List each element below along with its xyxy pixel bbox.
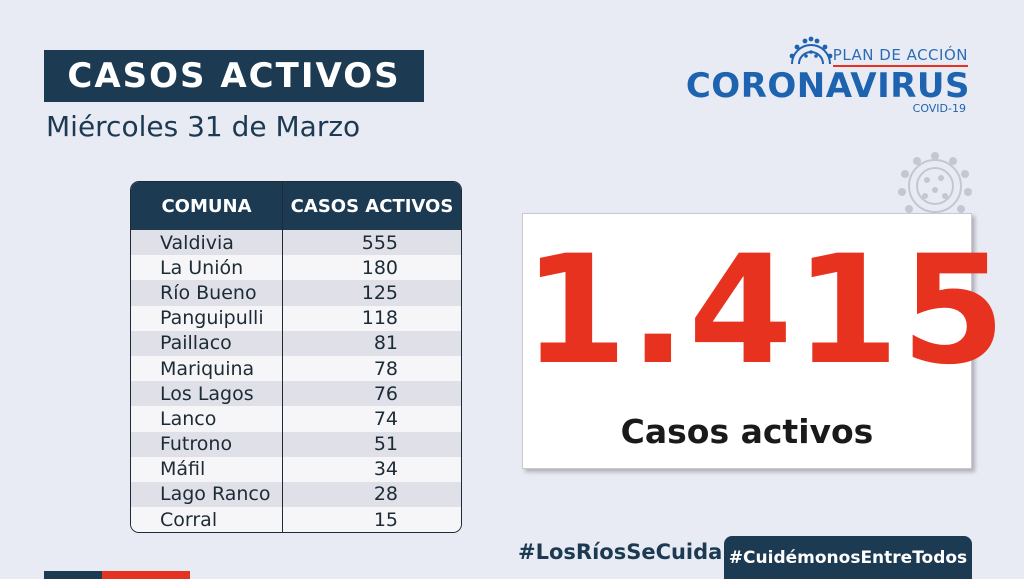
cell-comuna: La Unión — [131, 255, 283, 281]
logo-covid-text: COVID-19 — [912, 102, 966, 115]
table-row: Futrono 51 — [131, 431, 461, 457]
table-header: COMUNA CASOS ACTIVOS — [131, 182, 461, 230]
hashtag-cuidemonos: #CuidémonosEntreTodos — [724, 536, 972, 579]
cell-comuna: Lanco — [131, 406, 283, 432]
cell-casos: 180 — [361, 256, 398, 279]
hashtag-losrios: #LosRíosSeCuida — [518, 540, 723, 564]
cell-comuna: Valdivia — [131, 230, 283, 256]
cell-casos: 125 — [361, 281, 398, 304]
table-row: Los Lagos 76 — [131, 381, 461, 407]
table-body: Valdivia 555 La Unión 180 Río Bueno 125 Pangui… — [131, 230, 461, 532]
table-row: La Unión 180 — [131, 255, 461, 281]
cell-casos: 15 — [373, 508, 398, 531]
cell-comuna: Panguipulli — [131, 305, 283, 331]
logo-coronavirus-text: CORONAVIRUS — [685, 66, 970, 106]
cell-casos: 51 — [373, 433, 398, 456]
column-header-casos: CASOS ACTIVOS — [290, 195, 454, 217]
cell-comuna: Lago Ranco — [131, 481, 283, 508]
virus-watermark-icon — [898, 152, 972, 213]
table-row: Máfil 34 — [131, 456, 461, 482]
cell-casos: 81 — [373, 332, 398, 355]
casos-activos-table: COMUNA CASOS ACTIVOS Valdivia 555 La Unión… — [130, 181, 462, 533]
cell-casos: 74 — [373, 407, 398, 430]
total-summary-card: 1.415 Casos activos — [522, 213, 1008, 469]
table-row: Lago Ranco 28 — [131, 481, 461, 508]
cell-comuna: Mariquina — [131, 355, 283, 382]
cell-comuna: Paillaco — [131, 330, 283, 356]
virus-icon — [789, 36, 833, 65]
cell-casos: 28 — [373, 483, 398, 506]
cell-casos: 78 — [373, 357, 398, 380]
table-row: Corral 15 — [131, 507, 461, 532]
cell-comuna: Futrono — [131, 431, 283, 457]
page-title: CASOS ACTIVOS — [44, 50, 424, 102]
column-header-comuna: COMUNA — [131, 182, 283, 230]
total-casos-number: 1.415 — [523, 224, 1008, 398]
table-row: Valdivia 555 — [131, 230, 461, 256]
plan-accion-logo: PLAN DE ACCIÓN CORONAVIRUS COVID-19 — [686, 36, 972, 116]
cell-comuna: Los Lagos — [131, 381, 283, 407]
cell-casos: 34 — [373, 458, 398, 481]
cell-casos: 76 — [373, 382, 398, 405]
table-row: Paillaco 81 — [131, 330, 461, 356]
table-row: Río Bueno 125 — [131, 280, 461, 306]
cell-comuna: Río Bueno — [131, 280, 283, 306]
table-row: Lanco 74 — [131, 406, 461, 432]
table-row: Mariquina 78 — [131, 355, 461, 382]
logo-plan-text: PLAN DE ACCIÓN — [832, 46, 968, 67]
footer-bar-red — [102, 571, 190, 579]
total-casos-label: Casos activos — [620, 412, 874, 451]
table-row: Panguipulli 118 — [131, 305, 461, 331]
cell-comuna: Corral — [131, 507, 283, 532]
cell-comuna: Máfil — [131, 456, 283, 482]
cell-casos: 118 — [361, 307, 398, 330]
date-subtitle: Miércoles 31 de Marzo — [46, 110, 361, 143]
cell-casos: 555 — [361, 231, 398, 254]
footer-bar-blue — [44, 571, 102, 579]
